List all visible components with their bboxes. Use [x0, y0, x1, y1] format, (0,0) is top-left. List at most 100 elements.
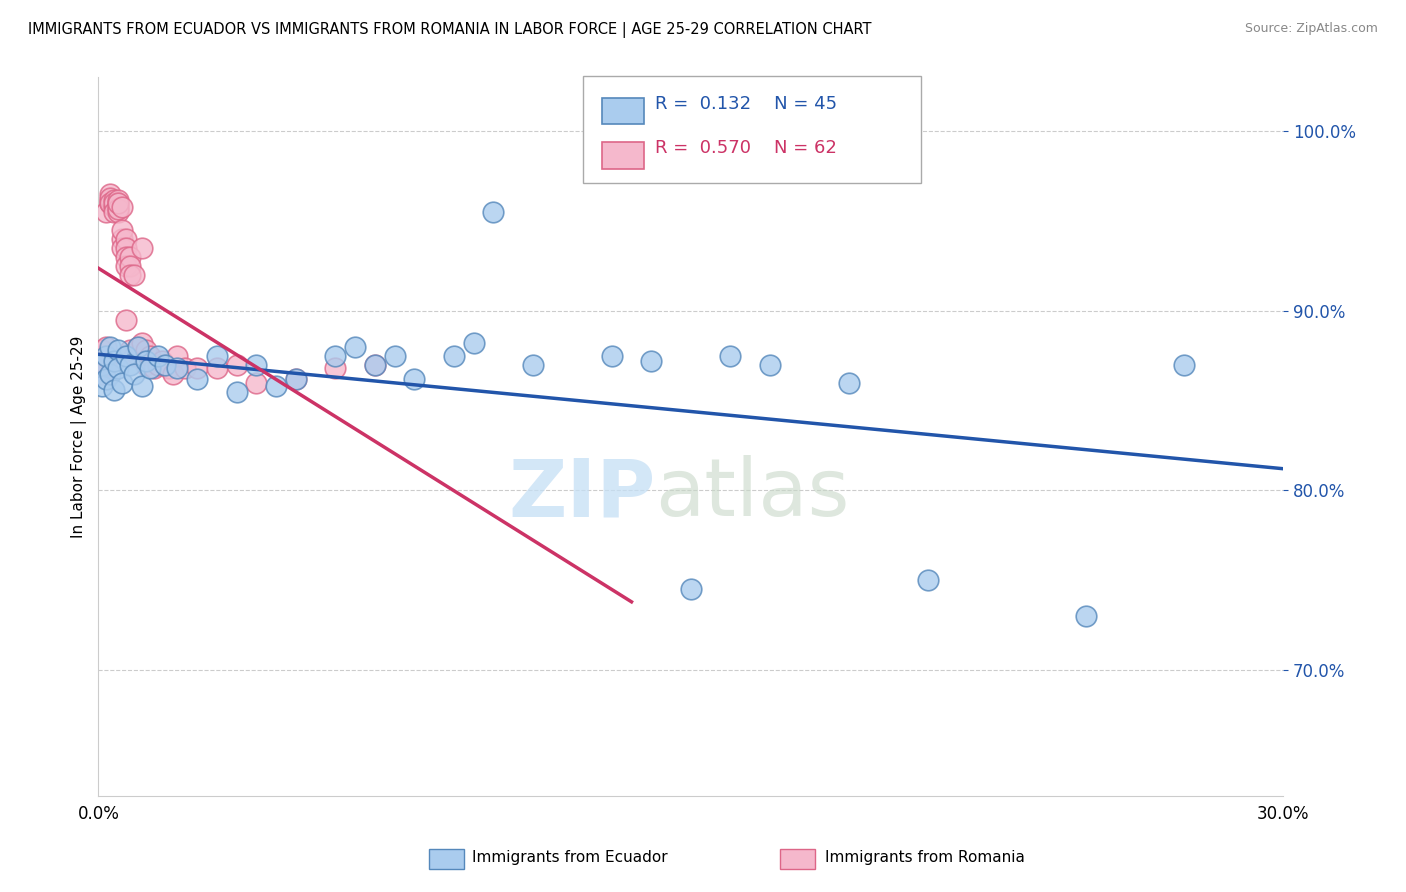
Point: [107, 361, 129, 376]
Point: [118, 259, 141, 273]
Point: [96, 205, 118, 219]
Point: [159, 361, 181, 376]
Point: [127, 340, 149, 354]
Point: [96, 358, 118, 372]
Point: [186, 361, 208, 376]
Point: [463, 336, 485, 351]
Point: [1074, 609, 1097, 624]
Point: [284, 372, 307, 386]
Point: [115, 250, 138, 264]
Point: [364, 358, 387, 372]
Point: [91, 343, 114, 358]
Point: [118, 358, 141, 372]
Point: [111, 200, 134, 214]
Point: [150, 354, 173, 368]
Point: [115, 259, 138, 273]
Point: [205, 361, 228, 376]
Text: Immigrants from Ecuador: Immigrants from Ecuador: [472, 850, 668, 864]
Point: [115, 349, 138, 363]
Point: [284, 372, 307, 386]
Point: [115, 241, 138, 255]
Point: [138, 349, 160, 363]
Point: [718, 349, 741, 363]
Point: [122, 349, 145, 363]
Point: [103, 383, 125, 397]
Point: [111, 223, 134, 237]
Point: [482, 205, 505, 219]
Point: [205, 349, 228, 363]
Point: [127, 340, 149, 354]
Point: [838, 376, 860, 390]
Point: [138, 361, 160, 376]
Point: [245, 376, 267, 390]
Point: [91, 367, 114, 381]
Point: [107, 193, 129, 207]
Point: [111, 232, 134, 246]
Point: [91, 349, 114, 363]
Point: [127, 343, 149, 358]
Point: [135, 354, 157, 368]
Point: [146, 358, 169, 372]
Point: [103, 205, 125, 219]
Point: [344, 340, 367, 354]
Point: [91, 358, 114, 372]
Point: [166, 349, 188, 363]
Point: [96, 372, 118, 386]
Point: [135, 343, 157, 358]
Point: [443, 349, 465, 363]
Point: [115, 232, 138, 246]
Point: [131, 379, 153, 393]
Point: [118, 268, 141, 282]
Point: [155, 358, 177, 372]
Point: [225, 384, 247, 399]
Point: [155, 358, 177, 372]
Text: IMMIGRANTS FROM ECUADOR VS IMMIGRANTS FROM ROMANIA IN LABOR FORCE | AGE 25-29 CO: IMMIGRANTS FROM ECUADOR VS IMMIGRANTS FR…: [28, 22, 872, 38]
Point: [364, 358, 387, 372]
Point: [98, 187, 121, 202]
Point: [103, 354, 125, 368]
Point: [384, 349, 406, 363]
Point: [96, 349, 118, 363]
Point: [91, 358, 114, 372]
Point: [98, 193, 121, 207]
Point: [111, 376, 134, 390]
Point: [323, 349, 346, 363]
Point: [91, 379, 114, 393]
Text: R =  0.132    N = 45: R = 0.132 N = 45: [655, 95, 838, 113]
Point: [103, 196, 125, 211]
Point: [174, 361, 197, 376]
Point: [127, 349, 149, 363]
Text: atlas: atlas: [655, 455, 849, 533]
Point: [107, 205, 129, 219]
Y-axis label: In Labor Force | Age 25-29: In Labor Force | Age 25-29: [72, 335, 87, 538]
Point: [323, 361, 346, 376]
Point: [600, 349, 623, 363]
Point: [404, 372, 426, 386]
Point: [107, 343, 129, 358]
Point: [98, 196, 121, 211]
Point: [122, 268, 145, 282]
Point: [142, 361, 165, 376]
Text: Immigrants from Romania: Immigrants from Romania: [825, 850, 1025, 864]
Point: [91, 361, 114, 376]
Point: [118, 343, 141, 358]
Point: [166, 361, 188, 376]
Point: [146, 349, 169, 363]
Point: [96, 340, 118, 354]
Point: [135, 358, 157, 372]
Point: [107, 200, 129, 214]
Point: [225, 358, 247, 372]
Text: ZIP: ZIP: [508, 455, 655, 533]
Point: [98, 367, 121, 381]
Point: [1173, 358, 1195, 372]
Point: [107, 196, 129, 211]
Point: [115, 313, 138, 327]
Point: [245, 358, 267, 372]
Point: [122, 367, 145, 381]
Point: [107, 202, 129, 216]
Point: [111, 241, 134, 255]
Point: [131, 241, 153, 255]
Point: [264, 379, 287, 393]
Point: [103, 200, 125, 214]
Point: [107, 196, 129, 211]
